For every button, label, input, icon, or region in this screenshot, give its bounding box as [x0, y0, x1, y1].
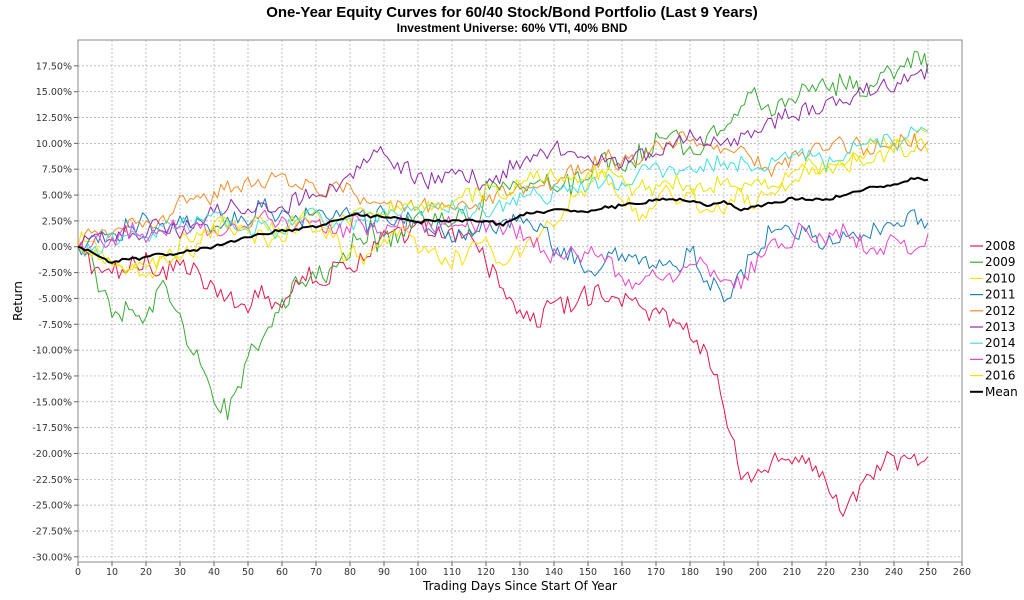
- series-line-2009: [77, 50, 929, 421]
- series-line-2008: [77, 220, 929, 517]
- x-tick-label: 180: [681, 567, 699, 578]
- x-tick-label: 190: [715, 567, 733, 578]
- series-line-2012: [77, 131, 929, 249]
- x-tick-label: 160: [613, 567, 631, 578]
- y-tick-label: -22.50%: [32, 475, 72, 486]
- y-tick-label: 5.00%: [42, 191, 72, 202]
- legend-label: 2008: [985, 239, 1016, 253]
- y-tick-label: -2.50%: [38, 268, 72, 279]
- x-axis-label: Trading Days Since Start Of Year: [422, 579, 617, 593]
- x-tick-label: 0: [75, 567, 81, 578]
- x-tick-label: 130: [511, 567, 529, 578]
- legend-label: 2009: [985, 255, 1016, 269]
- x-tick-label: 30: [174, 567, 186, 578]
- y-axis-label: Return: [11, 281, 25, 321]
- x-tick-label: 90: [378, 567, 390, 578]
- x-tick-label: 170: [647, 567, 665, 578]
- series-line-2014: [77, 126, 929, 258]
- x-tick-label: 40: [208, 567, 220, 578]
- x-tick-label: 70: [310, 567, 322, 578]
- y-tick-label: 17.50%: [36, 61, 72, 72]
- x-tick-label: 230: [851, 567, 869, 578]
- grid: [78, 40, 962, 562]
- legend-label: 2014: [985, 336, 1016, 350]
- y-tick-label: -27.50%: [32, 526, 72, 537]
- y-tick-label: -15.00%: [32, 397, 72, 408]
- legend-label: 2016: [985, 369, 1016, 383]
- x-tick-label: 260: [953, 567, 971, 578]
- legend-label: 2011: [985, 288, 1016, 302]
- y-tick-label: -10.00%: [32, 346, 72, 357]
- y-tick-label: 7.50%: [42, 165, 72, 176]
- chart-subtitle: Investment Universe: 60% VTI, 40% BND: [397, 21, 628, 35]
- chart-title: One-Year Equity Curves for 60/40 Stock/B…: [266, 4, 758, 21]
- y-tick-label: 15.00%: [36, 87, 72, 98]
- axes: 0 10 20 30 40 50 60 70 80 90 100 110 120 130 140 150 160…: [32, 61, 971, 578]
- x-tick-label: 210: [783, 567, 801, 578]
- y-tick-label: 2.50%: [42, 216, 72, 227]
- y-tick-label: -20.00%: [32, 449, 72, 460]
- y-tick-label: 12.50%: [36, 113, 72, 124]
- y-tick-label: -12.50%: [32, 371, 72, 382]
- y-tick-label: 0.00%: [42, 242, 72, 253]
- x-tick-label: 10: [106, 567, 118, 578]
- x-tick-label: 220: [817, 567, 835, 578]
- y-tick-label: -17.50%: [32, 423, 72, 434]
- y-tick-label: -30.00%: [32, 552, 72, 563]
- legend-label: 2012: [985, 304, 1016, 318]
- legend-label: 2015: [985, 352, 1016, 366]
- x-tick-label: 20: [140, 567, 152, 578]
- series-line-2010: [77, 128, 929, 279]
- x-tick-label: 50: [242, 567, 254, 578]
- x-tick-label: 200: [749, 567, 767, 578]
- series-layer: [77, 50, 929, 517]
- x-tick-label: 80: [344, 567, 356, 578]
- x-tick-label: 140: [545, 567, 563, 578]
- y-tick-label: 10.00%: [36, 139, 72, 150]
- x-tick-label: 60: [276, 567, 288, 578]
- x-tick-label: 100: [409, 567, 427, 578]
- x-tick-label: 110: [443, 567, 461, 578]
- legend-label: 2013: [985, 320, 1016, 334]
- y-tick-label: -5.00%: [38, 294, 72, 305]
- legend: 2008 2009 2010 2011 2012 2013 2014 2015 2016 Mean: [970, 239, 1018, 399]
- series-line-mean: [77, 176, 929, 264]
- x-tick-label: 120: [477, 567, 495, 578]
- series-line-2016: [77, 138, 929, 275]
- y-tick-label: -25.00%: [32, 501, 72, 512]
- x-tick-label: 240: [885, 567, 903, 578]
- y-tick-label: -7.50%: [38, 320, 72, 331]
- legend-label: 2010: [985, 271, 1016, 285]
- legend-label: Mean: [985, 385, 1018, 399]
- series-line-2015: [77, 209, 929, 290]
- x-tick-label: 150: [579, 567, 597, 578]
- x-tick-label: 250: [919, 567, 937, 578]
